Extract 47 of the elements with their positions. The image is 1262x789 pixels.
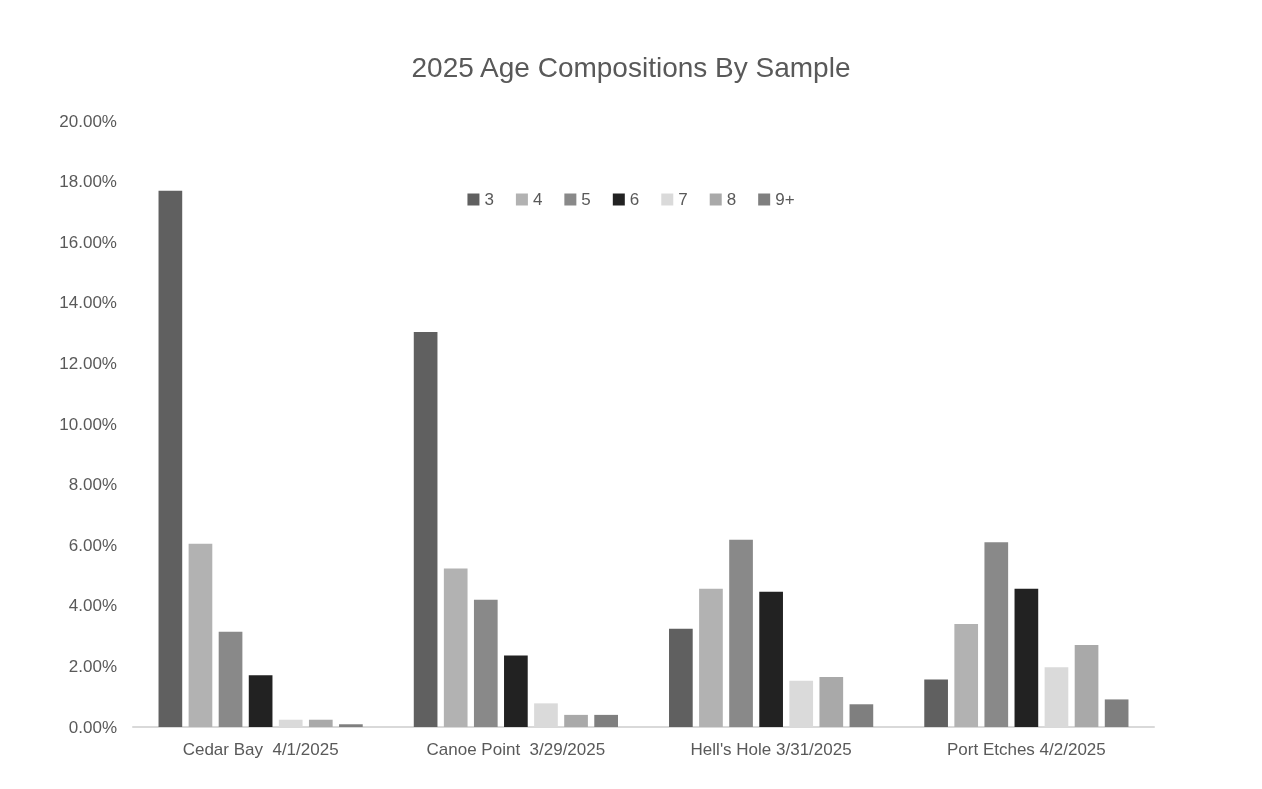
- bar: [954, 623, 979, 727]
- bar: [1074, 644, 1099, 727]
- bar: [308, 719, 333, 727]
- y-tick-label: 10.00%: [59, 414, 117, 434]
- bar: [759, 591, 783, 727]
- bar: [669, 628, 693, 727]
- bar: [413, 331, 438, 727]
- y-tick-label: 12.00%: [59, 353, 117, 373]
- bar: [819, 677, 844, 727]
- y-tick-label: 8.00%: [68, 475, 117, 495]
- legend-label: 7: [678, 190, 688, 209]
- x-tick-label: Cedar Bay 4/1/2025: [182, 740, 339, 759]
- legend-label: 5: [581, 190, 591, 209]
- x-tick-label: Port Etches 4/2/2025: [946, 740, 1106, 759]
- bar: [504, 655, 528, 727]
- bar: [473, 599, 498, 727]
- y-tick-label: 6.00%: [68, 535, 117, 555]
- y-tick-label: 20.00%: [59, 111, 117, 131]
- bar: [594, 714, 618, 727]
- y-tick-label: 0.00%: [68, 717, 117, 737]
- y-tick-label: 16.00%: [59, 232, 117, 252]
- y-tick-label: 4.00%: [68, 596, 117, 616]
- bar: [339, 724, 363, 727]
- bar: [1104, 699, 1129, 727]
- bar: [924, 679, 948, 727]
- legend-label: 4: [532, 190, 543, 209]
- bar: [984, 542, 1009, 727]
- bar: [564, 714, 588, 727]
- bar: [849, 704, 874, 727]
- bar: [729, 539, 753, 727]
- bar: [1014, 588, 1039, 727]
- bar: [443, 568, 468, 727]
- bar: [188, 543, 213, 727]
- legend-label: 6: [629, 190, 640, 209]
- chart-title: 2025 Age Compositions By Sample: [411, 51, 851, 83]
- y-tick-label: 18.00%: [59, 172, 117, 192]
- bar: [248, 675, 273, 727]
- legend-label: 8: [726, 190, 737, 209]
- y-tick-label: 2.00%: [68, 656, 117, 676]
- x-tick-label: Canoe Point 3/29/2025: [426, 740, 606, 759]
- bar: [158, 190, 183, 727]
- y-tick-label: 14.00%: [59, 293, 117, 313]
- x-tick-label: Hell's Hole 3/31/2025: [690, 740, 852, 759]
- legend-label: 3: [484, 190, 494, 209]
- bar: [699, 588, 723, 727]
- bar: [218, 631, 243, 727]
- legend-label: 9+: [775, 190, 795, 209]
